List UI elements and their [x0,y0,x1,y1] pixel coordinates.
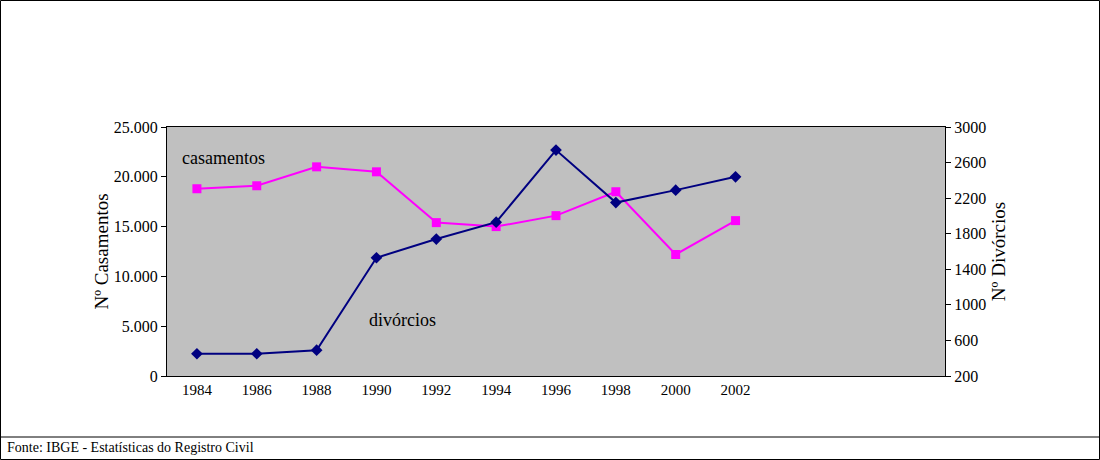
svg-text:20.000: 20.000 [114,168,158,185]
svg-text:Fonte: IBGE - Estatísticas do: Fonte: IBGE - Estatísticas do Registro C… [7,440,254,455]
svg-text:1988: 1988 [302,382,332,398]
svg-text:Nº Divórcios: Nº Divórcios [988,202,1009,301]
svg-text:1996: 1996 [541,382,572,398]
svg-text:1984: 1984 [182,382,213,398]
svg-text:15.000: 15.000 [114,218,158,235]
svg-text:1994: 1994 [481,382,512,398]
svg-text:divórcios: divórcios [369,310,436,330]
svg-text:1400: 1400 [954,261,986,278]
svg-text:2000: 2000 [661,382,691,398]
svg-text:600: 600 [954,332,978,349]
svg-text:10.000: 10.000 [114,268,158,285]
svg-text:Nº Casamentos: Nº Casamentos [91,193,112,309]
svg-text:casamentos: casamentos [182,148,265,168]
svg-text:2200: 2200 [954,190,986,207]
svg-text:0: 0 [150,368,158,385]
svg-text:1986: 1986 [242,382,273,398]
svg-text:1992: 1992 [421,382,451,398]
svg-text:1800: 1800 [954,225,986,242]
svg-text:2002: 2002 [721,382,751,398]
svg-text:1998: 1998 [601,382,631,398]
svg-text:5.000: 5.000 [122,318,158,335]
svg-text:200: 200 [954,368,978,385]
svg-text:2600: 2600 [954,154,986,171]
svg-text:1990: 1990 [361,382,391,398]
svg-text:25.000: 25.000 [114,119,158,136]
svg-text:3000: 3000 [954,119,986,136]
svg-text:1000: 1000 [954,296,986,313]
